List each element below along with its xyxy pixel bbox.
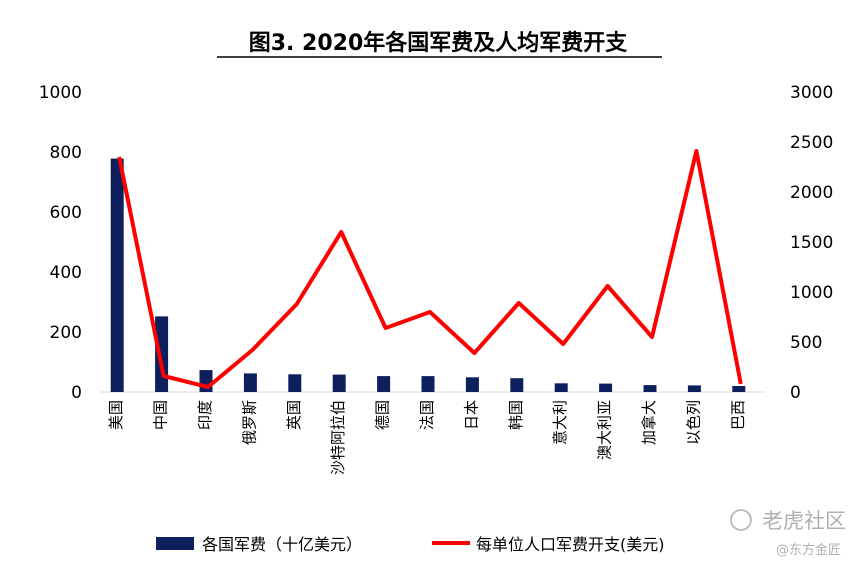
bar <box>243 373 257 392</box>
category-label: 日本 <box>462 400 480 430</box>
right-tick-label: 1000 <box>790 283 833 303</box>
bar <box>155 316 169 392</box>
bar <box>687 385 701 392</box>
left-tick-label: 400 <box>50 263 82 283</box>
chart-title: 图3. 2020年各国军费及人均军费开支 <box>249 30 629 56</box>
line-series <box>117 149 743 389</box>
bar <box>732 386 746 392</box>
right-tick-label: 2500 <box>790 133 833 153</box>
right-tick-label: 2000 <box>790 183 833 203</box>
right-tick-label: 1500 <box>790 233 833 253</box>
category-label: 俄罗斯 <box>240 400 258 445</box>
bar <box>465 377 479 392</box>
category-label: 沙特阿拉伯 <box>329 400 347 475</box>
watermark: 老虎社区 @东方金匠 <box>730 509 846 558</box>
category-label: 法国 <box>418 400 436 430</box>
category-label: 英国 <box>285 400 303 430</box>
bar <box>599 383 613 392</box>
left-tick-label: 0 <box>71 383 82 403</box>
category-label: 澳大利亚 <box>596 400 614 460</box>
category-labels: 美国 中国 印度 俄罗斯 英国 沙特阿拉伯 德国 法国 日本 韩国 意大利 澳大利亚 加拿大 以色列 巴西 <box>107 400 747 475</box>
bar <box>377 376 391 392</box>
category-label: 美国 <box>107 400 125 430</box>
bar <box>332 374 346 392</box>
left-tick-label: 1000 <box>39 83 82 103</box>
bar <box>554 383 568 392</box>
left-tick-label: 800 <box>50 143 82 163</box>
bar <box>643 385 657 392</box>
category-label: 意大利 <box>551 400 569 445</box>
watermark-handle: @东方金匠 <box>776 542 841 558</box>
category-label: 韩国 <box>507 400 525 430</box>
legend-swatch-bar <box>156 537 194 550</box>
legend-label-bar: 各国军费（十亿美元） <box>202 535 362 554</box>
category-label: 印度 <box>196 400 214 430</box>
left-tick-label: 200 <box>50 323 82 343</box>
right-axis-ticks: 0 500 1000 1500 2000 2500 3000 <box>790 83 833 403</box>
category-label: 中国 <box>152 400 170 430</box>
legend-label-line: 每单位人口军费开支(美元) <box>476 535 665 554</box>
bar <box>110 158 124 392</box>
bar <box>421 376 435 392</box>
category-label: 巴西 <box>729 400 747 430</box>
bar-series <box>110 158 746 392</box>
category-label: 加拿大 <box>640 400 658 445</box>
bar <box>199 370 213 392</box>
watermark-brand: 老虎社区 <box>762 509 846 533</box>
right-tick-label: 500 <box>790 333 822 353</box>
category-label: 以色列 <box>684 400 702 445</box>
tiger-logo-icon <box>730 509 752 531</box>
category-label: 德国 <box>374 400 392 430</box>
left-tick-label: 600 <box>50 203 82 223</box>
bar <box>288 374 302 392</box>
bar <box>510 378 524 392</box>
left-axis-ticks: 0 200 400 600 800 1000 <box>39 83 82 403</box>
right-tick-label: 0 <box>790 383 801 403</box>
right-tick-label: 3000 <box>790 83 833 103</box>
